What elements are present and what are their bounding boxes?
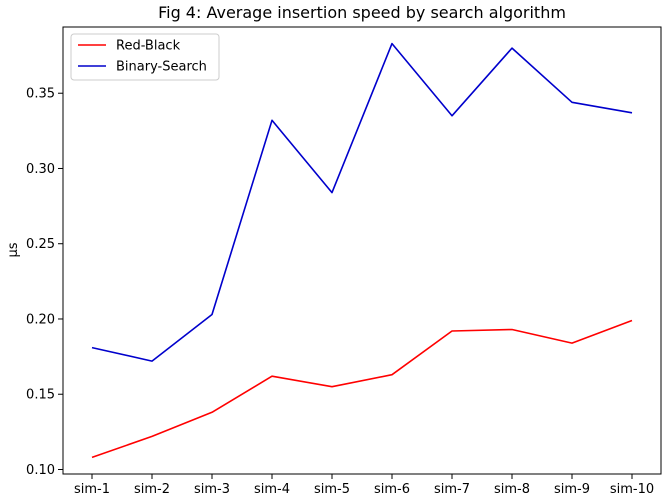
x-tick-label: sim-5 <box>314 482 350 497</box>
plot-area-frame <box>62 26 662 475</box>
y-tick-label: 0.20 <box>26 312 55 327</box>
series-layer <box>91 42 633 459</box>
x-tick-label: sim-1 <box>74 482 110 497</box>
x-tick-label: sim-3 <box>194 482 230 497</box>
x-tick-label: sim-10 <box>610 482 654 497</box>
x-tick-label: sim-9 <box>554 482 590 497</box>
x-tick-label: sim-8 <box>494 482 530 497</box>
y-tick-label: 0.10 <box>26 463 55 478</box>
y-axis: 0.10 0.15 0.20 0.25 0.30 0.35 <box>26 87 63 478</box>
chart-title: Fig 4: Average insertion speed by search… <box>158 3 566 22</box>
y-tick-label: 0.15 <box>26 388 55 403</box>
y-tick-label: 0.30 <box>26 162 55 177</box>
x-axis: sim-1 sim-2 sim-3 sim-4 sim-5 sim-6 sim-7 sim-8… <box>74 474 654 497</box>
y-axis-label: µs <box>6 242 21 257</box>
x-tick-label: sim-6 <box>374 482 410 497</box>
legend: Red-Black Binary-Search <box>70 33 220 81</box>
x-tick-label: sim-4 <box>254 482 290 497</box>
legend-label: Binary-Search <box>116 60 207 75</box>
series-line-binary-search <box>91 42 633 362</box>
legend-box <box>70 33 220 81</box>
x-tick-label: sim-7 <box>434 482 470 497</box>
y-tick-label: 0.35 <box>26 87 55 102</box>
legend-label: Red-Black <box>116 39 181 54</box>
series-line-red-black <box>91 319 633 459</box>
y-tick-label: 0.25 <box>26 237 55 252</box>
x-tick-label: sim-2 <box>134 482 170 497</box>
